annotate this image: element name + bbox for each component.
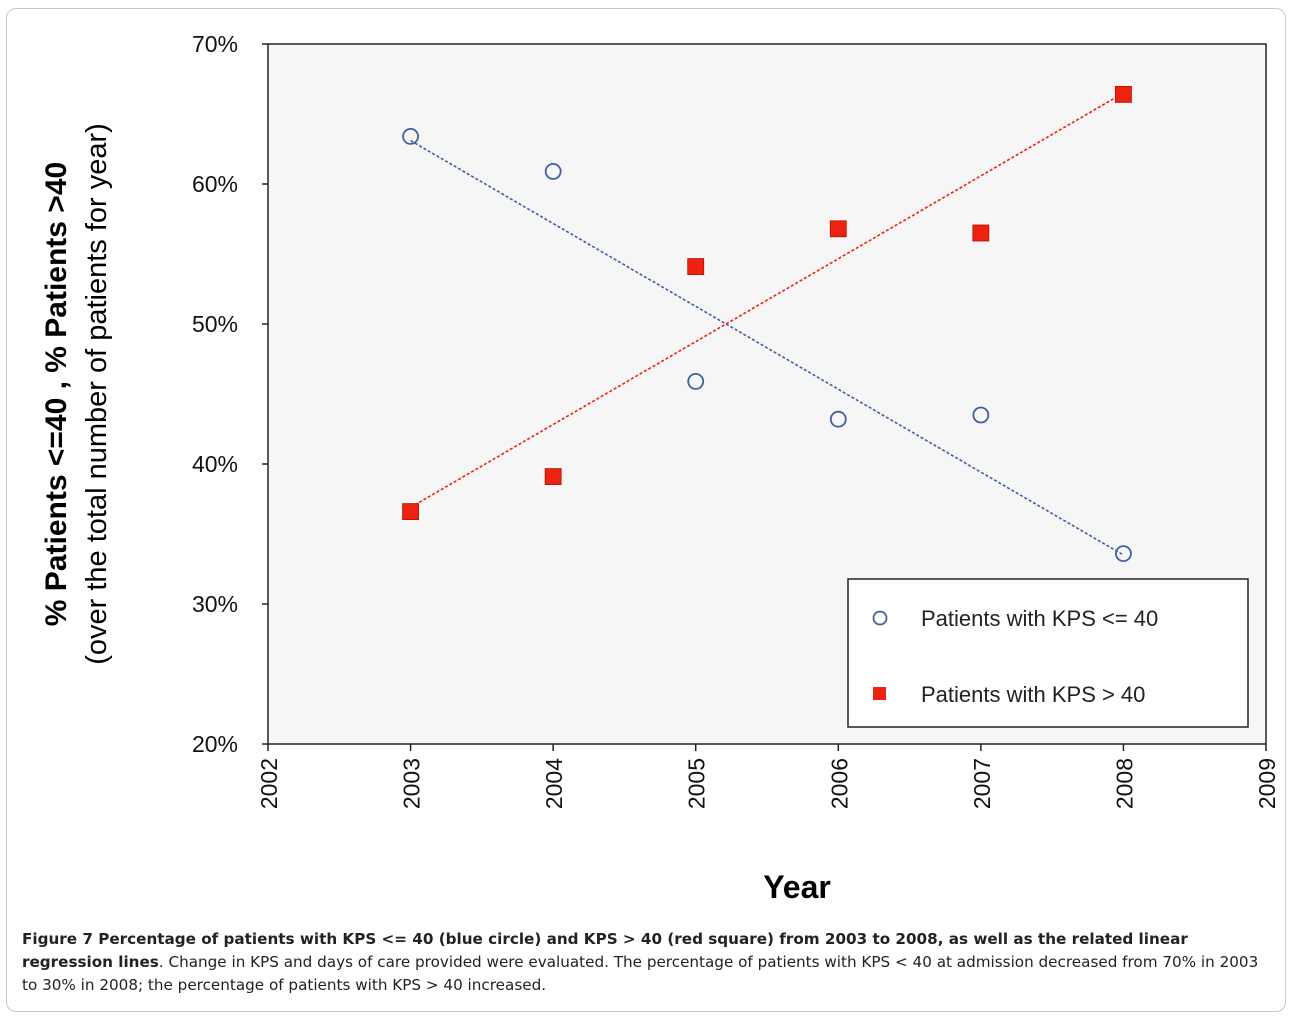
figure-label: Figure 7 bbox=[22, 930, 93, 948]
x-tick-label: 2002 bbox=[256, 758, 282, 809]
legend: Patients with KPS <= 40 Patients with KP… bbox=[847, 578, 1249, 728]
point-kps-le-40 bbox=[1115, 545, 1132, 562]
x-tick-label: 2008 bbox=[1111, 758, 1137, 809]
y-tick-label: 60% bbox=[192, 171, 238, 197]
legend-label-kps-le-40: Patients with KPS <= 40 bbox=[921, 606, 1158, 631]
x-tick-label: 2005 bbox=[684, 758, 710, 809]
x-axis-title: Year bbox=[763, 869, 831, 905]
point-kps-gt-40 bbox=[972, 224, 990, 242]
trendline-kps-gt-40 bbox=[410, 92, 1124, 509]
y-axis-title: % Patients <=40 , % Patients >40 bbox=[40, 162, 73, 626]
point-kps-le-40 bbox=[402, 127, 419, 145]
y-axis-label: % Patients <=40 , % Patients >40 (over t… bbox=[40, 123, 113, 665]
y-tick-label: 30% bbox=[192, 591, 238, 617]
y-axis: 20% 30% 40% 50% 60% 70% bbox=[192, 31, 268, 757]
point-kps-gt-40 bbox=[687, 258, 705, 276]
trendline-kps-le-40 bbox=[410, 139, 1124, 556]
y-tick-label: 40% bbox=[192, 451, 238, 477]
x-tick-label: 2003 bbox=[399, 758, 425, 809]
y-tick-label: 70% bbox=[192, 31, 238, 57]
scatter-chart: 20%30%40%50%60%70% 2002 2003 2004 2005 2006 2… bbox=[40, 31, 1280, 905]
legend-box bbox=[847, 578, 1249, 728]
caption-body: . Change in KPS and days of care provide… bbox=[22, 953, 1259, 994]
point-kps-gt-40 bbox=[1115, 86, 1132, 103]
x-tick-label: 2004 bbox=[541, 758, 567, 809]
caption-title: Percentage of patients with KPS <= 40 (b… bbox=[22, 930, 1188, 971]
y-axis-subtitle: (over the total number of patients for y… bbox=[81, 123, 113, 665]
trendlines bbox=[410, 92, 1124, 556]
point-kps-le-40 bbox=[829, 410, 847, 428]
point-kps-le-40 bbox=[544, 162, 562, 180]
point-kps-gt-40 bbox=[402, 503, 419, 521]
y-tick-label: 50% bbox=[192, 311, 238, 337]
x-tick-label: 2006 bbox=[826, 758, 852, 809]
legend-label-kps-gt-40: Patients with KPS > 40 bbox=[921, 682, 1145, 707]
point-kps-le-40 bbox=[972, 406, 990, 424]
figure-caption: Figure 7 Percentage of patients with KPS… bbox=[22, 928, 1274, 997]
point-kps-gt-40 bbox=[829, 220, 847, 238]
point-kps-le-40 bbox=[687, 372, 705, 390]
x-tick-label: 2007 bbox=[969, 758, 995, 809]
point-kps-gt-40 bbox=[544, 468, 562, 486]
legend-marker-square bbox=[873, 687, 886, 700]
legend-marker-circle bbox=[872, 610, 888, 626]
x-tick-label: 2009 bbox=[1254, 758, 1280, 809]
data-points bbox=[402, 86, 1132, 562]
x-axis: 2002 2003 2004 2005 2006 2007 2008 2009 bbox=[256, 744, 1280, 809]
y-tick-label: 20% bbox=[192, 731, 238, 757]
